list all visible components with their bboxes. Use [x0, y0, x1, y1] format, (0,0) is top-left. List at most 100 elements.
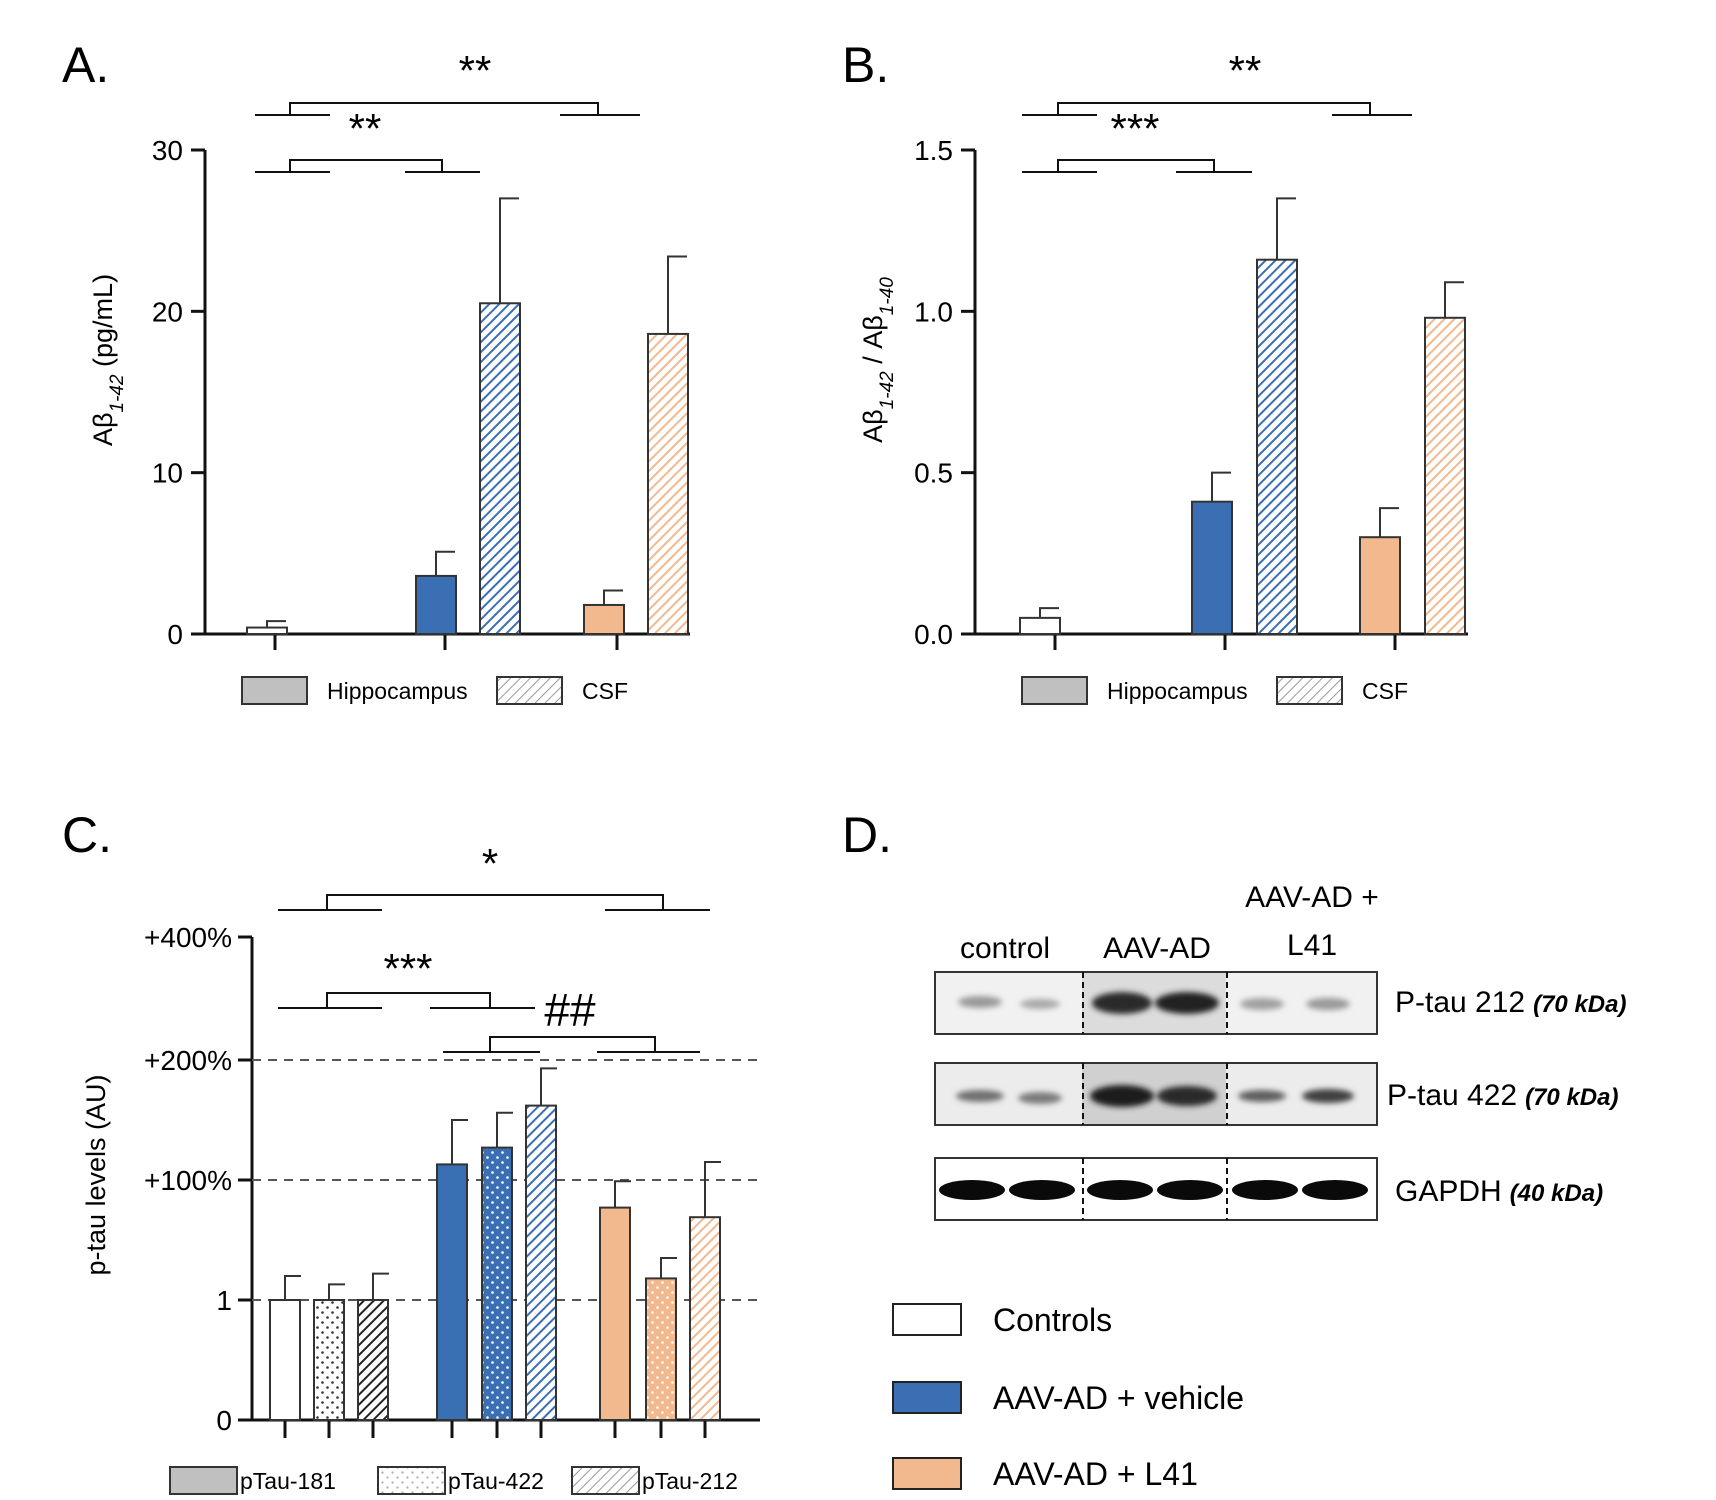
panel-c-legend: pTau-181 pTau-422 pTau-212: [169, 1466, 738, 1495]
panel-c-label: C.: [62, 807, 112, 863]
y-tick-label: 0.0: [914, 619, 953, 650]
bar-l41-ptau181: [599, 1206, 631, 1421]
panel-a-legend: Hippocampus CSF: [241, 676, 628, 705]
blot-band: [1087, 1180, 1153, 1200]
y-tick-label: 10: [152, 458, 183, 489]
y-tick-label: 1: [216, 1285, 232, 1316]
panel-a-significance: [255, 102, 640, 173]
panel-a: A. Aβ1-42 (pg/mL) 0 10 20 30 ** ** Hippocam…: [62, 37, 690, 705]
blot-band: [1020, 999, 1060, 1009]
panel-c-sig-inner: ***: [383, 945, 432, 992]
bar-l41-hippocampus: [1359, 536, 1401, 636]
panel-b-ylabel: Aβ1-42 / Aβ1-40: [858, 277, 898, 443]
bar-vehicle-ptau212: [525, 1104, 557, 1421]
y-tick-label: +200%: [144, 1045, 232, 1076]
blot-band: [1232, 1180, 1298, 1200]
bar-vehicle-ptau181: [436, 1163, 468, 1422]
blot-label-gapdh: GAPDH (40 kDa): [1395, 1175, 1603, 1208]
main-legend: Controls AAV-AD + vehicle AAV-AD + L41: [892, 1302, 1244, 1492]
legend-label-vehicle: AAV-AD + vehicle: [993, 1380, 1244, 1416]
blot-band: [1238, 1090, 1286, 1102]
panel-b-legend: Hippocampus CSF: [1021, 676, 1408, 705]
panel-b-legend-hippocampus: Hippocampus: [1107, 678, 1248, 704]
legend-swatch-solid: [241, 676, 308, 705]
legend-swatch-hatch: [1276, 676, 1343, 705]
lane-label-aav-ad-l41-line1: AAV-AD +: [1245, 881, 1379, 914]
panel-b-sig-inner: ***: [1110, 105, 1159, 152]
bar-vehicle-csf: [479, 302, 521, 635]
panel-c-ylabel: p-tau levels (AU): [81, 1074, 111, 1275]
bar-l41-ptau422: [645, 1277, 677, 1422]
blot-band: [1306, 998, 1350, 1010]
blot-label-ptau212: P-tau 212 (70 kDa): [1395, 986, 1626, 1019]
panel-c-sig-hash: ##: [544, 984, 596, 1036]
bar-controls-ptau422: [313, 1299, 345, 1421]
panel-c-bars: [269, 1067, 721, 1422]
legend-swatch-hatch: [496, 676, 563, 705]
blot-label-ptau422: P-tau 422 (70 kDa): [1387, 1079, 1618, 1112]
legend-swatch-l41: [892, 1457, 962, 1490]
bar-vehicle-csf: [1256, 258, 1298, 635]
bar-controls-ptau181: [269, 1299, 301, 1421]
legend-label-controls: Controls: [993, 1302, 1112, 1338]
y-tick-label: +400%: [144, 922, 232, 953]
panel-a-y-axis: 0 10 20 30: [152, 135, 690, 650]
blot-band: [1302, 1089, 1354, 1103]
panel-b-legend-csf: CSF: [1362, 678, 1408, 704]
panel-c-sig-top: *: [482, 840, 498, 887]
blot-band: [958, 996, 1002, 1008]
panel-d: D. control AAV-AD AAV-AD + L41 P-tau 212…: [842, 807, 1626, 1221]
bar-vehicle-ptau422: [481, 1146, 513, 1421]
bar-vehicle-hippocampus: [415, 574, 457, 635]
legend-swatch-controls: [892, 1303, 962, 1336]
blot-band: [1240, 998, 1284, 1010]
panel-c-significance: [278, 894, 710, 1053]
panel-a-legend-hippocampus: Hippocampus: [327, 678, 468, 704]
y-tick-label: 1.0: [914, 296, 953, 327]
panel-b-sig-top: **: [1229, 47, 1262, 94]
y-tick-label: 0: [167, 619, 183, 650]
blot-band: [1155, 992, 1219, 1014]
blot-band: [1018, 1092, 1062, 1104]
blot-band: [956, 1090, 1004, 1102]
panel-a-sig-inner: **: [349, 105, 382, 152]
bar-controls-ptau212: [357, 1299, 389, 1421]
lane-label-aav-ad-l41-line2: L41: [1287, 929, 1337, 962]
legend-swatch-solid: [169, 1466, 238, 1495]
bar-l41-hippocampus: [583, 603, 625, 636]
blot-band: [939, 1180, 1005, 1200]
bar-l41-csf: [1424, 316, 1466, 635]
blot-band: [1157, 1086, 1217, 1106]
panel-a-sig-top: **: [459, 47, 492, 94]
bar-l41-csf: [647, 332, 689, 635]
panel-c-y-axis: 0 1 +100% +200% +400%: [144, 922, 760, 1438]
panel-b-significance: [1022, 102, 1412, 173]
y-tick-label: 0.5: [914, 458, 953, 489]
bar-controls-hippocampus: [246, 626, 288, 636]
y-tick-label: 20: [152, 296, 183, 327]
lane-label-aav-ad: AAV-AD: [1103, 932, 1211, 965]
panel-a-bars: [246, 197, 689, 636]
blot-row-gapdh: GAPDH (40 kDa): [934, 1157, 1603, 1221]
legend-swatch-vehicle: [892, 1381, 962, 1414]
legend-label-l41: AAV-AD + L41: [993, 1456, 1198, 1492]
panel-a-legend-csf: CSF: [582, 678, 628, 704]
blot-band: [1009, 1180, 1075, 1200]
blot-band: [1092, 992, 1152, 1014]
panel-d-label: D.: [842, 807, 892, 863]
panel-c-legend-ptau422: pTau-422: [448, 1468, 544, 1494]
bar-l41-ptau212: [689, 1216, 721, 1421]
y-tick-label: +100%: [144, 1165, 232, 1196]
panel-a-label: A.: [62, 37, 109, 93]
panel-b: B. Aβ1-42 / Aβ1-40 0.0 0.5 1.0 1.5 ** *** H…: [842, 37, 1468, 705]
legend-swatch-dots: [377, 1466, 446, 1495]
y-tick-label: 0: [216, 1405, 232, 1436]
panel-c: C. p-tau levels (AU) 0 1 +100% +200% +400% *…: [62, 807, 760, 1495]
panel-b-label: B.: [842, 37, 889, 93]
panel-c-legend-ptau181: pTau-181: [240, 1468, 336, 1494]
bar-vehicle-hippocampus: [1191, 500, 1233, 635]
bar-controls-hippocampus: [1019, 616, 1061, 635]
y-tick-label: 1.5: [914, 135, 953, 166]
blot-band: [1157, 1180, 1223, 1200]
